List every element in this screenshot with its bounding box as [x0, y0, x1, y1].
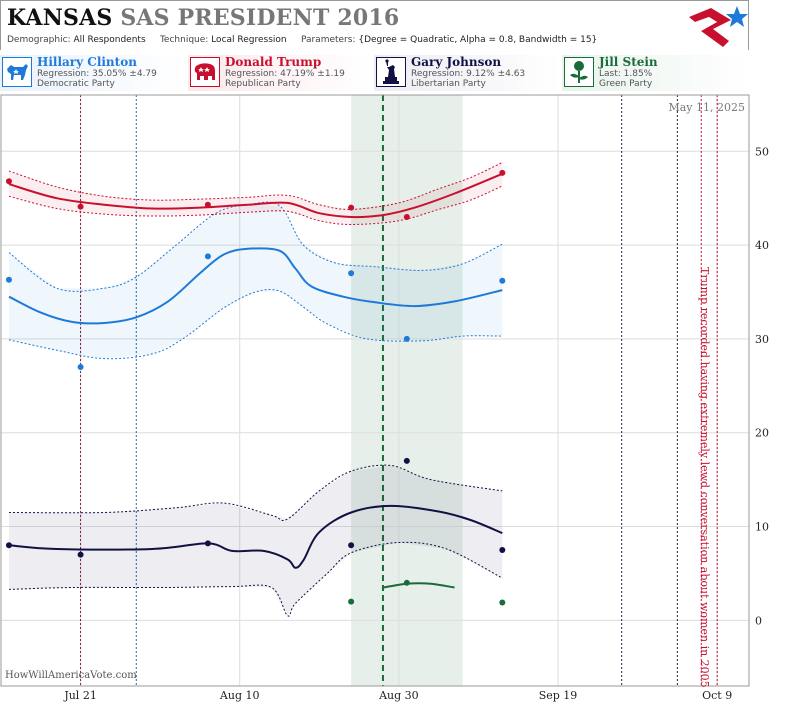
johnson-poll-point: [403, 457, 410, 464]
clinton-poll-point: [348, 270, 355, 277]
debate-highlight-band: [351, 95, 463, 686]
plot-frame: [0, 94, 750, 687]
date-label: May 11, 2025: [668, 101, 745, 114]
parameters-line: Demographic: All Respondents Technique: …: [7, 35, 597, 45]
clinton-poll-point: [77, 364, 84, 371]
x-tick-label: Sep 19: [539, 689, 578, 702]
clinton-poll-point: [204, 253, 211, 260]
elephant-icon: [190, 57, 220, 87]
candidate-name: Hillary Clinton: [37, 55, 137, 69]
trump-confidence-band: [9, 162, 503, 225]
site-logo: [689, 6, 748, 47]
candidate-party: Republican Party: [225, 79, 301, 89]
watermark: HowWillAmericaVote.com: [5, 670, 137, 681]
johnson-poll-point: [348, 542, 355, 549]
candidate-name: Donald Trump: [225, 55, 322, 69]
parameters-value: {Degree = Quadratic, Alpha = 0.8, Bandwi…: [358, 35, 598, 45]
technique-key: Technique:: [159, 35, 209, 45]
page-title: KANSAS SAS PRESIDENT 2016: [7, 5, 399, 31]
trump-poll-point: [77, 203, 84, 210]
candidate-stat: Regression: 47.19% ±1.19: [225, 69, 345, 79]
trump-lower-bound: [8, 185, 503, 226]
x-tick-label: Aug 30: [378, 689, 419, 702]
johnson-poll-point: [77, 551, 84, 558]
chart-header: KANSAS SAS PRESIDENT 2016 Demographic: A…: [0, 0, 749, 50]
candidate-clinton: Hillary Clinton Regression: 35.05% ±4.79…: [0, 55, 186, 91]
candidate-trump: Donald Trump Regression: 47.19% ±1.19 Re…: [188, 55, 372, 91]
statue-of-liberty-icon: [376, 57, 406, 87]
y-tick-label: 0: [755, 614, 762, 627]
trump-poll-point: [403, 213, 410, 220]
trump-poll-point: [204, 201, 211, 208]
technique-value: Local Regression: [211, 35, 287, 45]
johnson-poll-point: [204, 540, 211, 547]
clinton-upper-bound: [8, 201, 503, 292]
candidate-stat: Last: 1.85%: [599, 69, 653, 79]
event-annotation: Trump recorded having extremely lewd con…: [698, 267, 711, 688]
johnson-upper-bound: [8, 464, 503, 522]
y-tick-label: 10: [755, 521, 769, 534]
parameters-key: Parameters:: [300, 35, 356, 45]
trump-poll-point: [348, 204, 355, 211]
johnson-poll-point: [499, 546, 506, 553]
stein-poll-point: [499, 599, 506, 606]
candidate-stat: Regression: 9.12% ±4.63: [411, 69, 526, 79]
candidate-name: Jill Stein: [599, 55, 658, 69]
stein-trend-line: [382, 582, 455, 589]
trump-poll-point: [499, 169, 506, 176]
johnson-trend-line: [8, 504, 503, 569]
stein-poll-point: [403, 579, 410, 586]
demographic-key: Demographic:: [7, 35, 71, 45]
trump-poll-point: [5, 178, 12, 185]
candidate-stein: Jill Stein Last: 1.85% Green Party: [562, 55, 748, 91]
candidate-name: Gary Johnson: [411, 55, 502, 69]
x-tick-label: Oct 9: [702, 689, 732, 702]
stein-poll-point: [348, 598, 355, 605]
candidate-johnson: Gary Johnson Regression: 9.12% ±4.63 Lib…: [374, 55, 560, 91]
johnson-confidence-band: [9, 465, 503, 616]
clinton-trend-line: [8, 247, 503, 325]
race-name: SAS PRESIDENT 2016: [120, 5, 400, 31]
clinton-poll-point: [499, 277, 506, 284]
demographic-value: All Respondents: [73, 35, 146, 45]
rose-icon: [564, 57, 594, 87]
clinton-poll-point: [403, 335, 410, 342]
clinton-poll-point: [5, 276, 12, 283]
candidate-party: Libertarian Party: [411, 79, 486, 89]
clinton-confidence-band: [9, 204, 503, 359]
donkey-icon: [2, 57, 32, 87]
trump-trend-line: [8, 172, 503, 219]
clinton-lower-bound: [8, 289, 503, 360]
candidate-stat: Regression: 35.05% ±4.79: [37, 69, 157, 79]
y-tick-label: 20: [755, 427, 769, 440]
x-tick-label: Aug 10: [219, 689, 260, 702]
y-tick-label: 50: [755, 145, 769, 158]
y-tick-label: 40: [755, 239, 769, 252]
candidate-party: Democratic Party: [37, 79, 115, 89]
y-tick-label: 30: [755, 333, 769, 346]
x-tick-label: Jul 21: [63, 689, 97, 702]
candidate-party: Green Party: [599, 79, 653, 89]
johnson-poll-point: [5, 542, 12, 549]
state-name: KANSAS: [7, 5, 113, 31]
